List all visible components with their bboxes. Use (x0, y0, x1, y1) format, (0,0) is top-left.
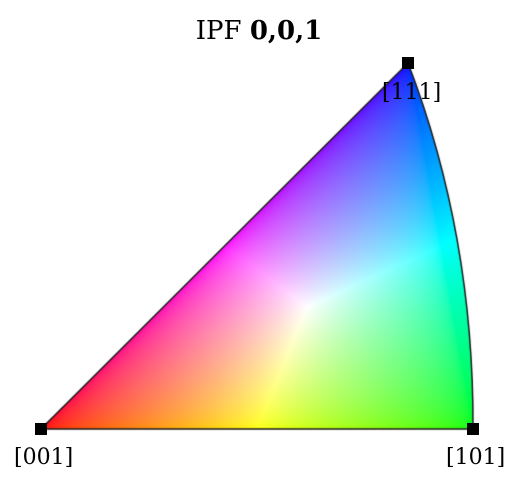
corner-label-101: [101] (446, 445, 506, 470)
corner-marker-101 (467, 423, 479, 435)
ipf-title-prefix: IPF (195, 16, 242, 46)
ipf-title: IPF 0,0,1 (0, 14, 518, 48)
corner-label-111: [111] (382, 80, 442, 105)
corner-marker-111 (402, 57, 414, 69)
corner-label-001: [001] (14, 445, 74, 470)
ipf-title-direction: 0,0,1 (249, 16, 323, 46)
corner-marker-001 (35, 423, 47, 435)
